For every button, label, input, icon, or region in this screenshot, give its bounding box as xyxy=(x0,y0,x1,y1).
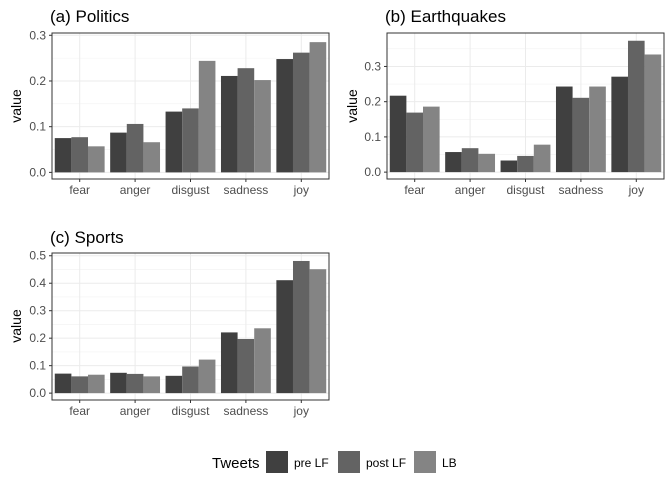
bar-pre-lf-disgust xyxy=(165,375,183,394)
legend-key-post-lf xyxy=(338,451,360,473)
x-tick-label-sadness: sadness xyxy=(559,183,604,197)
x-tick-label-joy: joy xyxy=(293,404,309,418)
bar-post-lf-joy xyxy=(292,260,310,394)
legend-title: Tweets xyxy=(212,455,260,472)
x-tick-label-disgust: disgust xyxy=(171,183,210,197)
bar-post-lf-disgust xyxy=(182,108,199,173)
y-tick-label: 0.5 xyxy=(29,249,46,263)
bar-lb-disgust xyxy=(198,359,216,394)
y-tick-label: 0.2 xyxy=(29,331,46,345)
bar-pre-lf-disgust xyxy=(500,160,518,173)
legend-label-lb: LB xyxy=(442,456,457,470)
x-tick-label-anger: anger xyxy=(120,183,151,197)
panel-title: (c) Sports xyxy=(50,228,124,247)
y-tick-label: 0.3 xyxy=(29,304,46,318)
bar-post-lf-fear xyxy=(71,376,89,394)
y-tick-label: 0.0 xyxy=(29,165,46,179)
panel-title: (a) Politics xyxy=(50,7,129,26)
y-tick-label: 0.2 xyxy=(29,74,46,88)
chart-panel-c-sports: 0.0 0.1 0.2 0.3 0.4 0.5 fear anger disgust sadnes… xyxy=(8,228,330,418)
y-tick-label: 0.1 xyxy=(29,359,46,373)
bar-pre-lf-joy xyxy=(276,59,293,173)
bar-lb-fear xyxy=(88,374,105,394)
x-tick-label-fear: fear xyxy=(404,183,425,197)
x-tick-label-sadness: sadness xyxy=(224,183,269,197)
x-tick-label-anger: anger xyxy=(455,183,486,197)
bar-lb-fear xyxy=(88,146,105,173)
x-tick-label-anger: anger xyxy=(120,404,151,418)
bar-lb-fear xyxy=(423,106,440,173)
bar-post-lf-sadness xyxy=(237,68,255,173)
bar-post-lf-anger xyxy=(126,373,144,394)
bar-pre-lf-joy xyxy=(276,280,293,394)
bar-post-lf-fear xyxy=(71,137,89,173)
bar-lb-sadness xyxy=(254,328,271,394)
bar-post-lf-fear xyxy=(406,112,424,173)
bar-pre-lf-anger xyxy=(445,152,462,173)
legend: Tweets pre LF post LF LB xyxy=(212,451,457,473)
x-tick-label-fear: fear xyxy=(69,183,90,197)
bar-pre-lf-joy xyxy=(611,76,628,173)
bar-pre-lf-anger xyxy=(110,372,127,394)
legend-label-post-lf: post LF xyxy=(366,456,406,470)
x-tick-label-disgust: disgust xyxy=(506,183,545,197)
bar-lb-anger xyxy=(478,153,496,173)
bar-post-lf-sadness xyxy=(572,97,590,173)
y-tick-label: 0.3 xyxy=(364,59,381,73)
bar-post-lf-sadness xyxy=(237,339,255,394)
bar-pre-lf-anger xyxy=(110,132,127,173)
bar-pre-lf-sadness xyxy=(220,332,238,394)
y-tick-label: 0.2 xyxy=(364,95,381,109)
bar-post-lf-anger xyxy=(126,123,144,173)
bar-lb-joy xyxy=(644,54,662,173)
bar-post-lf-disgust xyxy=(182,366,199,394)
bar-lb-sadness xyxy=(254,80,271,173)
bar-pre-lf-sadness xyxy=(220,75,238,173)
bar-pre-lf-fear xyxy=(54,138,72,173)
y-axis-title: value xyxy=(344,89,360,123)
x-tick-label-joy: joy xyxy=(628,183,644,197)
bar-pre-lf-fear xyxy=(54,373,72,394)
x-tick-label-sadness: sadness xyxy=(224,404,269,418)
bar-post-lf-joy xyxy=(292,52,310,173)
x-tick-label-fear: fear xyxy=(69,404,90,418)
x-tick-label-joy: joy xyxy=(293,183,309,197)
bar-pre-lf-fear xyxy=(389,95,407,173)
bar-lb-disgust xyxy=(198,60,216,173)
bar-lb-anger xyxy=(143,142,161,173)
bar-pre-lf-sadness xyxy=(555,86,573,173)
y-tick-label: 0.1 xyxy=(29,120,46,134)
bar-post-lf-disgust xyxy=(517,155,534,173)
y-tick-label: 0.3 xyxy=(29,28,46,42)
bar-post-lf-joy xyxy=(627,40,645,173)
y-axis-title: value xyxy=(8,89,24,123)
legend-key-lb xyxy=(414,451,436,473)
bar-pre-lf-disgust xyxy=(165,111,183,173)
panel-title: (b) Earthquakes xyxy=(385,7,506,26)
panels: 0.0 0.1 0.2 0.3 fear anger disgust sadness joy (a… xyxy=(8,7,665,418)
bar-lb-anger xyxy=(143,376,161,394)
bar-lb-joy xyxy=(309,42,327,173)
y-tick-label: 0.0 xyxy=(29,386,46,400)
bar-lb-joy xyxy=(309,269,327,394)
legend-label-pre-lf: pre LF xyxy=(294,456,329,470)
legend-key-pre-lf xyxy=(266,451,288,473)
y-axis-title: value xyxy=(8,309,24,343)
x-tick-label-disgust: disgust xyxy=(171,404,210,418)
y-tick-label: 0.1 xyxy=(364,130,381,144)
chart-panel-a-politics: 0.0 0.1 0.2 0.3 fear anger disgust sadness joy (a… xyxy=(8,7,330,197)
y-tick-label: 0.4 xyxy=(29,276,46,290)
bar-lb-sadness xyxy=(589,86,606,173)
bar-lb-disgust xyxy=(533,144,551,173)
y-tick-label: 0.0 xyxy=(364,165,381,179)
bar-post-lf-anger xyxy=(461,148,479,173)
chart-panel-b-earthquakes: 0.0 0.1 0.2 0.3 fear anger disgust sadness joy (b… xyxy=(344,7,665,197)
